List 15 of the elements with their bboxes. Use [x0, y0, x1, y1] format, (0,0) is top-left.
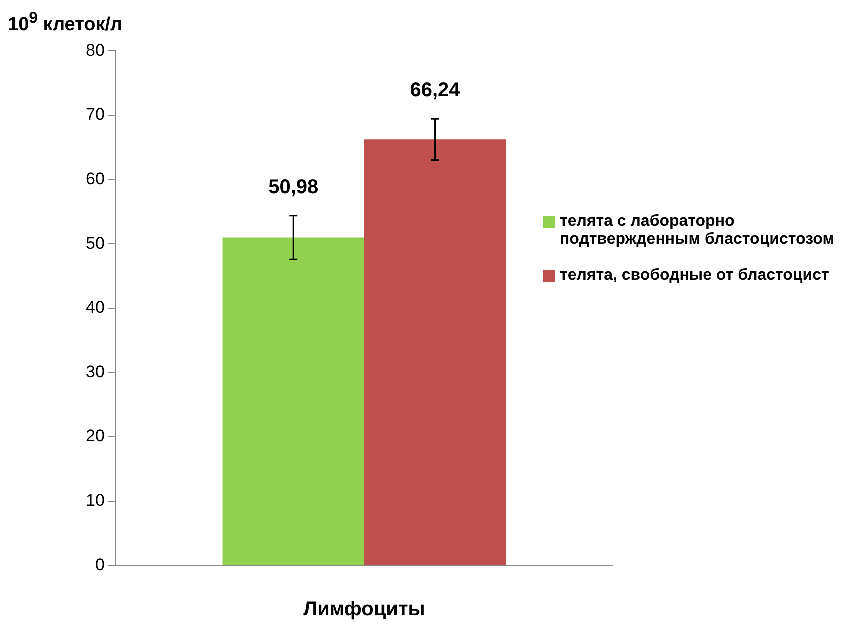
y-tick-label: 60 [86, 169, 105, 188]
legend-label: телята, свободные от бластоцист [560, 267, 830, 285]
y-tick-label: 20 [86, 426, 105, 446]
y-tick-label: 50 [86, 234, 105, 253]
y-tick-label: 0 [95, 555, 105, 574]
x-axis-title: Лимфоциты [304, 598, 426, 621]
y-tick-label: 70 [86, 105, 105, 124]
data-label: 50,98 [268, 176, 319, 198]
y-axis-title: 10$^{9}$ клеток/л [8, 10, 123, 36]
legend-label: телята с лабораторно подтвержденным бластоцистозом [560, 213, 836, 249]
y-tick-label: 40 [86, 298, 105, 318]
data-label: 66,24 [410, 80, 462, 102]
y-tick-label: 10 [86, 490, 105, 510]
y-tick-label: 30 [86, 362, 105, 382]
y-tick-label: 80 [86, 40, 105, 60]
